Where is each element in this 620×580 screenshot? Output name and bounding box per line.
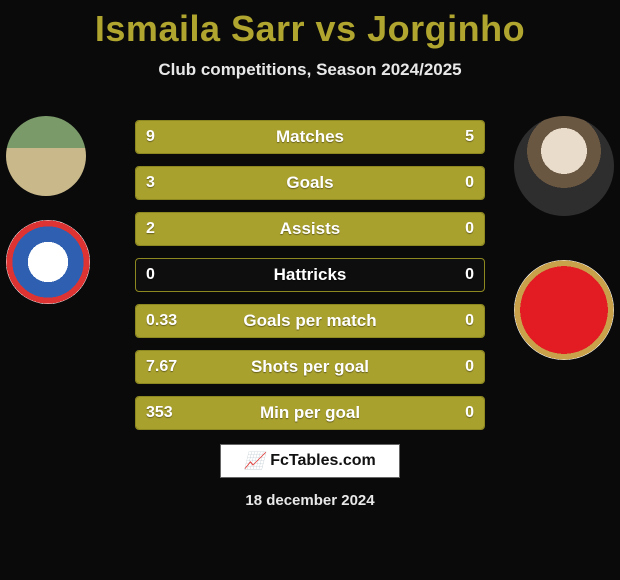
stat-label: Goals per match [136, 305, 484, 337]
brand-icon: 📈 [244, 451, 264, 471]
date-label: 18 december 2024 [0, 492, 620, 509]
stat-label: Shots per goal [136, 351, 484, 383]
stats-container: 95Matches 30Goals 20Assists 00Hattricks 0.33… [135, 120, 485, 442]
stat-label: Assists [136, 213, 484, 245]
stat-label: Hattricks [136, 259, 484, 291]
stat-row: 7.670Shots per goal [135, 350, 485, 384]
player2-avatar [514, 116, 614, 216]
stat-label: Min per goal [136, 397, 484, 429]
player1-avatar [6, 116, 86, 196]
player1-club-badge [6, 220, 90, 304]
brand-text: FcTables.com [270, 452, 376, 470]
stat-row: 20Assists [135, 212, 485, 246]
stat-label: Matches [136, 121, 484, 153]
stat-row: 95Matches [135, 120, 485, 154]
brand-badge: 📈 FcTables.com [220, 444, 400, 478]
stat-row: 30Goals [135, 166, 485, 200]
page-title: Ismaila Sarr vs Jorginho [0, 0, 620, 50]
stat-row: 0.330Goals per match [135, 304, 485, 338]
player2-club-badge [514, 260, 614, 360]
stat-row: 00Hattricks [135, 258, 485, 292]
stat-label: Goals [136, 167, 484, 199]
page-subtitle: Club competitions, Season 2024/2025 [0, 60, 620, 80]
stat-row: 3530Min per goal [135, 396, 485, 430]
